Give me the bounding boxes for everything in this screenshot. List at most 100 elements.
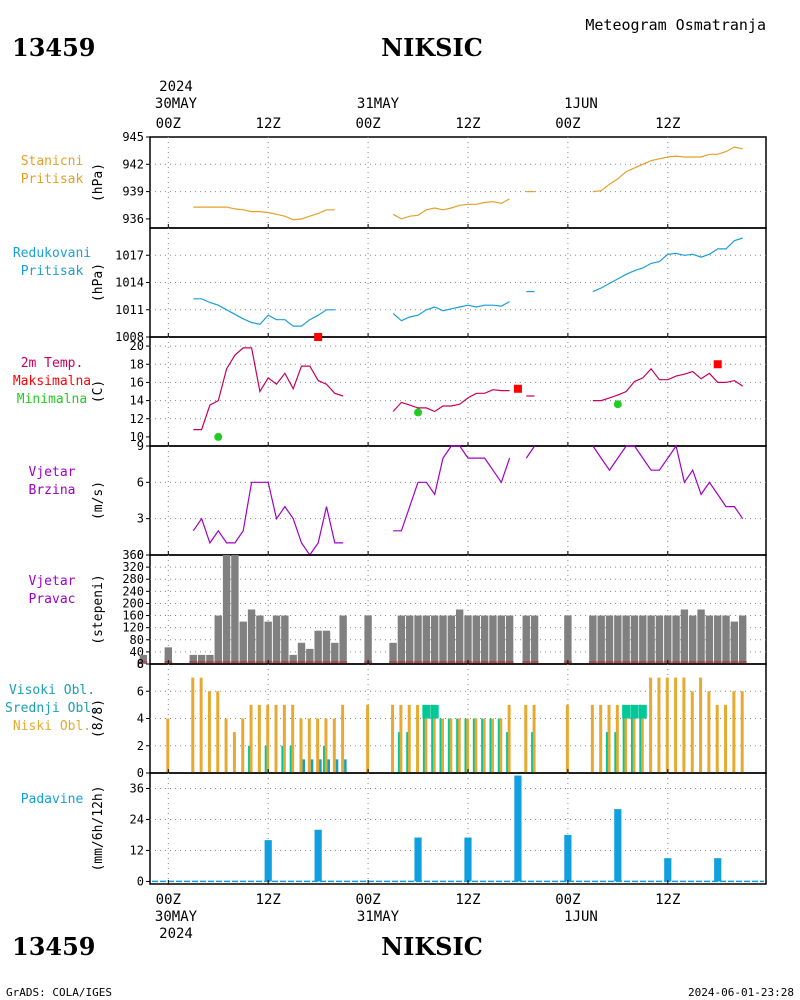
y-tick-label: 16 xyxy=(130,375,144,389)
direction-bar xyxy=(564,615,572,664)
direction-bar xyxy=(322,630,331,664)
panel-label: Vjetar xyxy=(29,465,76,480)
tmax-marker xyxy=(314,333,323,341)
direction-bar xyxy=(189,654,197,664)
series-line xyxy=(592,146,743,193)
panel-label: Stanicni xyxy=(21,154,84,169)
panel-wind_speed: 0 3 6 9 (m/s) Vjetar Brzina xyxy=(29,439,767,562)
cloud-low-bar xyxy=(232,732,236,773)
cloud-low-bar xyxy=(624,704,628,773)
panel-label: Visoki Obl. xyxy=(9,683,95,698)
direction-bar xyxy=(247,609,256,664)
cloud-low-bar xyxy=(632,704,636,773)
panel-label: Brzina xyxy=(29,483,76,498)
top-date-3: 1JUN xyxy=(564,96,598,112)
cloud-low-bar xyxy=(366,704,370,773)
direction-bar xyxy=(197,654,206,664)
cloud-mid-bar xyxy=(630,704,633,773)
cloud-low-bar xyxy=(241,718,245,773)
cloud-low-bar xyxy=(724,704,728,773)
cloud-mid-cap xyxy=(622,704,631,719)
y-tick-label: 160 xyxy=(122,609,144,623)
bottom-tick-label: 00Z xyxy=(355,892,380,908)
y-tick-label: 36 xyxy=(130,781,144,795)
cloud-low-bar xyxy=(649,677,653,773)
y-tick-label: 6 xyxy=(137,475,144,489)
direction-bar xyxy=(397,615,406,664)
y-tick-label: 14 xyxy=(130,394,144,408)
cloud-mid-cap xyxy=(422,704,431,719)
cloud-low-bar xyxy=(207,691,211,773)
direction-bar xyxy=(614,615,622,664)
precip-bar xyxy=(564,834,572,882)
cloud-low-bar xyxy=(674,677,678,773)
y-axis-label: (hPa) xyxy=(91,163,106,202)
direction-bar xyxy=(605,615,614,664)
direction-bar xyxy=(264,621,272,664)
y-axis-label: (C) xyxy=(91,380,106,403)
y-tick-label: 945 xyxy=(122,130,144,144)
panel-label: Srednji Obl. xyxy=(5,701,99,716)
cloud-low-bar xyxy=(399,704,403,773)
station-name-top: NIKSIC xyxy=(381,33,483,62)
precip-bar xyxy=(464,837,472,882)
station-id-top: 13459 xyxy=(12,33,96,62)
series-line xyxy=(392,389,510,413)
cloud-low-bar xyxy=(499,718,503,773)
cloud-low-bar xyxy=(682,677,686,773)
direction-bar xyxy=(522,615,530,664)
cloud-mid-bar xyxy=(614,732,617,773)
cloud-low-bar xyxy=(599,704,603,773)
y-tick-label: 280 xyxy=(122,572,144,586)
precip-bar xyxy=(664,858,672,882)
panel-label: Pritisak xyxy=(21,264,84,279)
cloud-mid-bar xyxy=(447,718,450,773)
top-tick-label: 00Z xyxy=(555,116,580,132)
top-tick-label: 12Z xyxy=(455,116,480,132)
precip-bar xyxy=(714,858,722,882)
cloud-low-bar xyxy=(457,718,461,773)
cloud-low-bar xyxy=(216,691,220,773)
bottom-tick-label: 12Z xyxy=(256,892,281,908)
direction-bar xyxy=(447,615,456,664)
direction-bar xyxy=(630,615,639,664)
cloud-low-bar xyxy=(590,704,594,773)
cloud-low-bar xyxy=(699,677,703,773)
y-tick-label: 8 xyxy=(137,657,144,671)
panels: 936939942945(hPa)StanicniPritisak1008101… xyxy=(5,130,767,888)
cloud-low-bar xyxy=(391,704,395,773)
direction-bar xyxy=(589,615,597,664)
y-tick-label: 20 xyxy=(130,339,144,353)
panel-label: Pritisak xyxy=(21,172,84,187)
panel-pressure: 936 939 942 945 (hPa) Stanicni Pritisak xyxy=(21,130,767,229)
cloud-low-bar xyxy=(332,718,336,773)
cloud-mid-bar xyxy=(531,732,533,773)
y-axis-label: (mm/6h/12h) xyxy=(91,785,106,871)
cloud-low-bar xyxy=(715,704,719,773)
cloud-low-bar xyxy=(690,691,694,773)
cloud-low-bar xyxy=(640,704,644,773)
direction-bar xyxy=(655,615,664,664)
station-name-bottom: NIKSIC xyxy=(381,932,483,961)
direction-bar xyxy=(738,615,747,664)
tmin-marker xyxy=(414,408,423,417)
y-tick-label: 3 xyxy=(137,512,144,526)
direction-bar xyxy=(689,615,697,664)
y-tick-label: 0 xyxy=(137,766,144,780)
y-tick-label: 120 xyxy=(122,621,144,635)
panel-label: Redukovani xyxy=(13,246,91,261)
direction-bar xyxy=(289,654,297,664)
top-year: 2024 xyxy=(159,79,193,95)
cloud-mid-bar xyxy=(281,745,284,773)
panel-precipitation: 0 12 24 36 (mm/6h/12h) Padavine xyxy=(21,772,767,888)
cloud-low-bar xyxy=(507,704,511,773)
cloud-low-bar xyxy=(407,704,411,773)
cloud-low-bar xyxy=(266,704,270,773)
y-tick-label: 18 xyxy=(130,357,144,371)
cloud-mid-bar xyxy=(397,732,400,773)
direction-bar xyxy=(497,615,505,664)
direction-bar xyxy=(505,615,514,664)
y-tick-label: 200 xyxy=(122,596,144,610)
panel-clouds: 0 2 4 6 8 (8/8)Visoki Obl. Srednji Obl. Niski O… xyxy=(5,657,767,780)
cloud-low-bar xyxy=(615,704,619,773)
